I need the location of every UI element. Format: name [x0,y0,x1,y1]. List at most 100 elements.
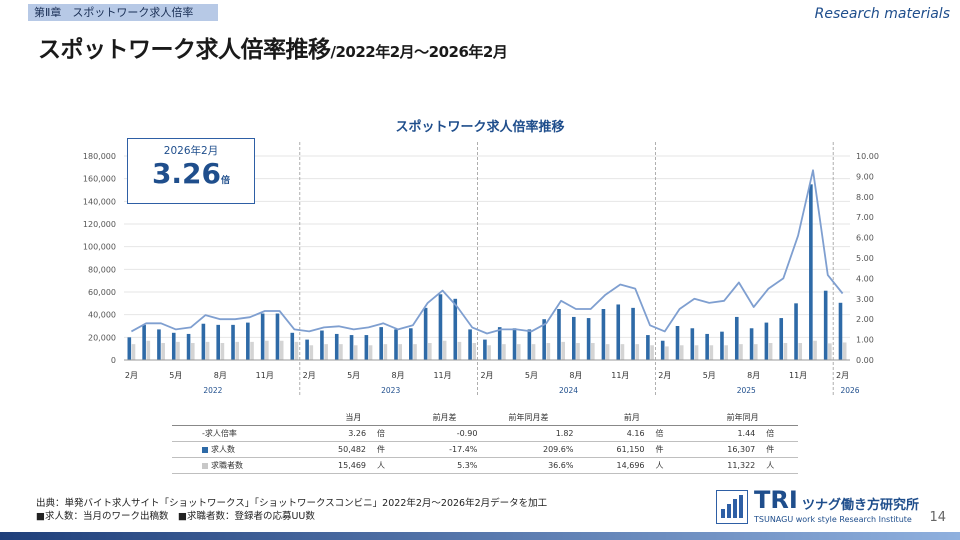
bar-seekers [739,344,743,360]
x-tick-label: 11月 [256,371,274,380]
col-prev: 前月 [576,410,688,426]
y-left-tick-label: 180,000 [83,152,116,161]
jobs-swatch-icon [202,446,208,453]
callout-number: 3.26 [151,157,222,190]
bar-seekers [398,344,403,360]
y-right-tick-label: 6.00 [856,234,874,243]
bar-jobs [364,335,369,360]
bar-seekers [383,344,388,360]
x-tick-label: 5月 [703,371,716,380]
x-tick-label: 11月 [611,371,629,380]
x-tick-label: 8月 [392,371,405,380]
bar-jobs [631,307,635,360]
bar-seekers [679,345,684,360]
bar-seekers [413,344,417,360]
x-tick-label: 2月 [125,371,138,380]
y-left-tick-label: 80,000 [88,265,116,274]
bar-jobs [571,316,576,360]
bar-jobs [512,328,517,360]
bar-jobs [334,333,339,360]
bar-seekers [176,341,180,360]
bar-seekers [442,340,447,360]
bar-seekers [472,343,477,360]
callout-unit: 倍 [221,176,231,186]
year-label: 2022 [203,386,222,395]
source-note: 出典：単発バイト求人サイト「ショットワークス」「ショットワークスコンビニ」202… [36,498,548,522]
logo-mark-icon [716,490,748,524]
bar-seekers [635,344,640,360]
bar-jobs [305,339,309,360]
bar-jobs [127,337,132,360]
x-tick-label: 8月 [214,371,227,380]
bar-seekers [428,343,432,360]
bar-jobs [823,290,828,360]
row-label: 求職者数 [172,457,298,474]
bar-jobs [601,309,606,360]
bar-jobs [260,313,265,360]
bar-jobs [779,318,784,360]
bar-jobs [690,328,695,360]
bar-jobs [542,319,546,360]
bar-jobs [586,318,591,360]
bar-jobs [764,322,769,360]
bar-seekers [531,344,536,360]
year-label: 2025 [737,386,756,395]
bar-jobs [171,332,176,360]
x-tick-label: 2月 [836,371,849,380]
bar-jobs [246,322,250,360]
x-tick-label: 8月 [747,371,760,380]
bar-jobs [809,184,813,360]
bar-seekers [190,343,195,360]
bar-jobs [438,294,443,360]
bar-jobs [423,307,428,360]
bar-seekers [265,340,269,360]
bar-seekers [650,345,654,360]
y-left-tick-label: 0 [111,356,116,365]
bar-jobs [157,329,161,360]
seekers-swatch-icon [202,462,208,469]
logo-japanese: ツナグ働き方研究所 [802,498,920,513]
ratio-line [130,169,844,335]
bar-jobs [497,327,502,360]
x-tick-label: 11月 [433,371,451,380]
bar-jobs [720,331,724,360]
y-left-tick-label: 140,000 [83,197,116,206]
summary-header-row: 当月 前月差 前年同月差 前月 前年同月 [172,410,798,426]
col-yoy: 前年同月差 [480,410,577,426]
bar-jobs [468,329,472,360]
y-left-tick-label: 120,000 [83,220,116,229]
bar-jobs [142,324,146,360]
y-left-tick-label: 60,000 [88,288,116,297]
bar-jobs [557,309,561,360]
x-tick-label: 2月 [303,371,316,380]
bar-seekers [309,345,314,360]
logo-text: TRI [754,486,798,514]
chart-title: スポットワーク求人倍率推移 [395,119,564,135]
bar-seekers [591,343,595,360]
research-materials-label: Research materials [814,6,950,22]
bar-seekers [709,345,714,360]
y-right-tick-label: 0.00 [856,356,874,365]
bar-jobs [453,298,458,360]
bar-seekers [250,341,254,360]
page-number: 14 [929,510,946,525]
bar-seekers [131,344,136,360]
x-tick-label: 8月 [569,371,582,380]
footer-bar [0,532,960,540]
bar-jobs [794,303,798,360]
page-title-sub: /2022年2月～2026年2月 [330,43,508,61]
bar-seekers [353,345,358,360]
ratio-chart: スポットワーク求人倍率推移 0 20,000 40,000 60,000 80,000 1… [83,119,879,396]
bar-jobs [749,328,754,360]
x-tick-label: 2月 [658,371,671,380]
y-right-tick-label: 8.00 [856,193,874,202]
bar-seekers [753,344,758,360]
bar-seekers [205,341,210,360]
bar-seekers [842,342,847,360]
bar-seekers [724,345,728,360]
bar-seekers [161,343,165,360]
bar-jobs [838,302,843,360]
bar-jobs [201,323,206,360]
bar-jobs [290,332,295,360]
bar-jobs [616,304,621,360]
